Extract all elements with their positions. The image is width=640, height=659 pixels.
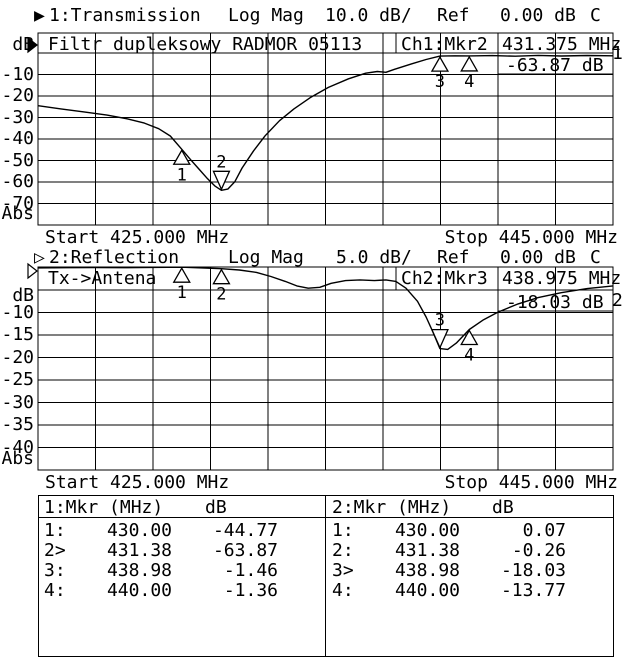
marker-1-number: 1 <box>177 283 187 303</box>
marker-4-triangle-icon <box>460 55 479 72</box>
marker-2-triangle-icon <box>212 170 231 191</box>
trace-transmission <box>38 54 613 192</box>
marker-4-number: 4 <box>464 72 474 92</box>
ref-level-arrow-icon <box>27 262 38 280</box>
marker-2-number: 2 <box>216 285 226 305</box>
marker-3-triangle-icon <box>430 55 450 72</box>
marker-4-triangle-icon <box>460 329 479 346</box>
marker-3-number: 3 <box>435 311 445 331</box>
marker-1-triangle-icon <box>172 266 191 283</box>
marker-2-number: 2 <box>216 152 226 172</box>
marker-3-number: 3 <box>435 72 445 92</box>
trace-reflection <box>38 266 613 351</box>
marker-4-number: 4 <box>464 345 474 365</box>
marker-1-number: 1 <box>177 165 187 185</box>
marker-1-triangle-icon <box>172 148 191 165</box>
marker-3-triangle-icon <box>430 328 449 350</box>
ref-level-arrow-icon <box>27 36 38 54</box>
marker-2-triangle-icon <box>212 268 231 285</box>
